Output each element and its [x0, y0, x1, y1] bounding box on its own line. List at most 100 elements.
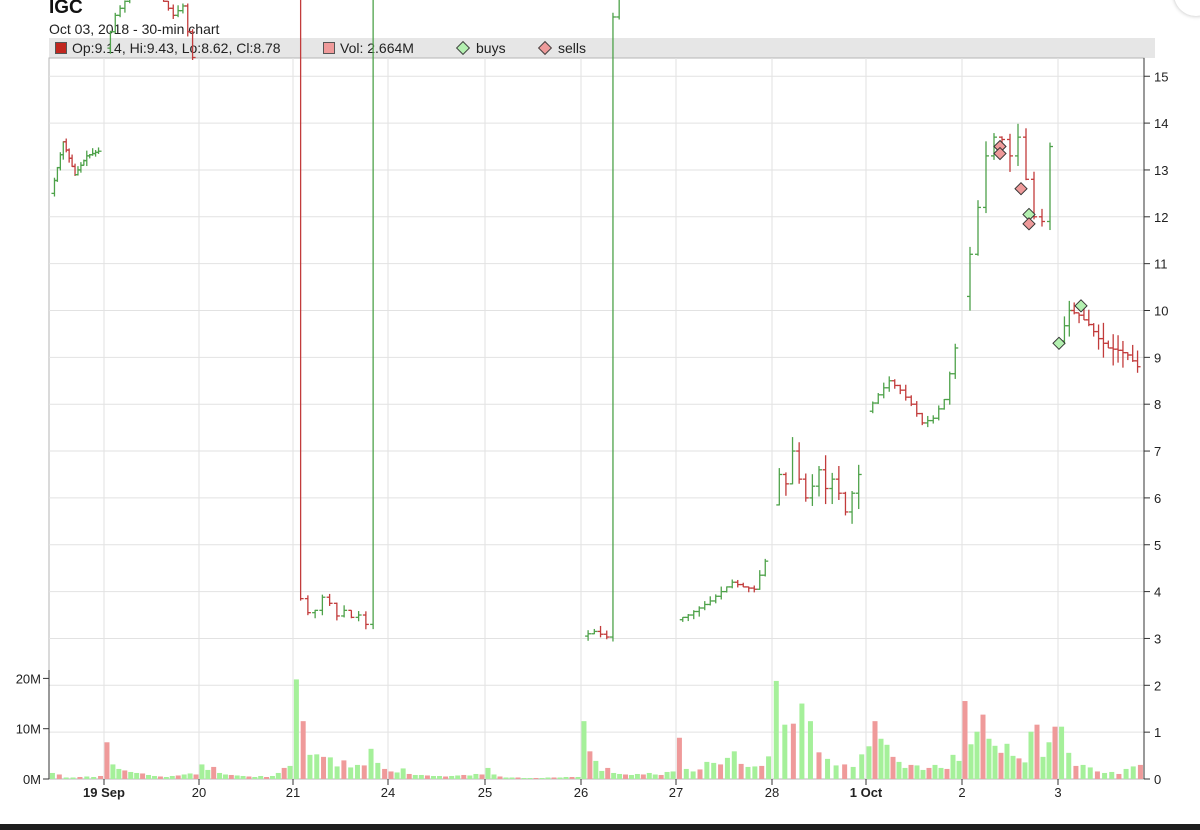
volume-bar — [424, 775, 430, 779]
volume-bar — [956, 760, 962, 779]
x-tick-label: 28 — [765, 785, 779, 800]
volume-bar — [157, 776, 163, 779]
volume-bar — [368, 748, 374, 779]
legend-ohlc-label: Op:9.14, Hi:9.43, Lo:8.62, Cl:8.78 — [72, 40, 281, 56]
volume-bar — [222, 774, 228, 779]
volume-bar — [617, 773, 623, 779]
volume-bar — [473, 773, 479, 779]
volume-bar — [773, 680, 779, 779]
volume-bar — [569, 776, 575, 779]
chart-subtitle: Oct 03, 2018 - 30-min chart — [49, 21, 220, 37]
volume-bar — [724, 757, 730, 779]
volume-bar — [866, 746, 872, 779]
volume-bar — [599, 770, 605, 779]
volume-bar — [581, 721, 587, 779]
volume-bar — [110, 764, 116, 779]
volume-bar — [287, 765, 293, 779]
volume-bar — [816, 752, 822, 779]
volume-swatch-icon — [323, 42, 335, 54]
volume-bar — [539, 777, 545, 779]
plot-frame — [48, 57, 1145, 780]
volume-bar — [134, 772, 140, 779]
volume-bar — [1010, 755, 1016, 779]
volume-bar — [406, 773, 412, 779]
volume-bar — [628, 774, 634, 779]
volume-bar — [683, 768, 689, 779]
volume-bar — [49, 772, 55, 779]
volume-bar — [759, 765, 765, 779]
volume-bar — [998, 752, 1004, 779]
legend-sells: sells — [537, 40, 586, 56]
ohlc-swatch-icon — [55, 42, 67, 54]
volume-bar — [503, 777, 509, 779]
price-tick-label: 14 — [1154, 116, 1168, 131]
volume-bar — [825, 758, 831, 779]
price-tick-label: 0 — [1154, 772, 1161, 787]
legend-ohlc: Op:9.14, Hi:9.43, Lo:8.62, Cl:8.78 — [55, 40, 281, 56]
volume-bar — [84, 776, 90, 779]
legend-buys: buys — [455, 40, 506, 56]
volume-bar — [327, 757, 333, 779]
volume-bar — [228, 774, 234, 779]
volume-bar — [264, 776, 270, 779]
volume-bar — [354, 764, 360, 779]
volume-bar — [731, 751, 737, 779]
volume-bar — [704, 761, 710, 779]
volume-bar — [400, 768, 406, 779]
volume-bar — [1059, 726, 1065, 779]
volume-bar — [557, 777, 563, 779]
volume-bar — [388, 771, 394, 779]
volume-bar — [545, 777, 551, 779]
volume-bar — [382, 768, 388, 779]
volume-bar — [70, 777, 76, 779]
volume-bar — [281, 767, 287, 779]
price-tick-label: 8 — [1154, 397, 1161, 412]
volume-bar — [430, 775, 436, 779]
volume-bar — [146, 774, 152, 779]
volume-bar — [807, 721, 813, 779]
volume-bar — [1087, 767, 1093, 779]
volume-bar — [896, 761, 902, 779]
price-tick-label: 13 — [1154, 163, 1168, 178]
volume-bar — [932, 764, 938, 779]
volume-bar — [521, 777, 527, 779]
volume-bar — [455, 775, 461, 779]
x-tick-label: 2 — [958, 785, 965, 800]
volume-bar — [412, 774, 418, 779]
legend-volume: Vol: 2.664M — [323, 40, 414, 56]
volume-bar — [623, 774, 629, 779]
x-tick-label: 3 — [1054, 785, 1061, 800]
volume-bar — [175, 775, 181, 779]
volume-bar — [711, 762, 717, 779]
legend-bar: Op:9.14, Hi:9.43, Lo:8.62, Cl:8.78 Vol: … — [49, 38, 1155, 58]
volume-bar — [640, 774, 646, 779]
volume-bar — [122, 770, 128, 779]
volume-bar — [745, 766, 751, 779]
volume-bar — [63, 777, 69, 779]
volume-bar — [962, 701, 968, 779]
volume-bar — [1028, 731, 1034, 779]
volume-bar — [163, 776, 169, 779]
legend-volume-label: Vol: 2.664M — [340, 40, 414, 56]
volume-bar — [361, 765, 367, 779]
volume-bar — [974, 731, 980, 779]
price-tick-label: 5 — [1154, 538, 1161, 553]
x-tick-label: 27 — [669, 785, 683, 800]
price-tick-label: 2 — [1154, 678, 1161, 693]
chart-title: IGC — [49, 0, 83, 18]
volume-bar — [348, 767, 354, 779]
volume-tick-label: 10M — [16, 722, 41, 737]
volume-bar — [697, 769, 703, 779]
volume-bar — [872, 721, 878, 779]
volume-bar — [1066, 752, 1072, 779]
volume-bar — [515, 777, 521, 779]
legend-sells-label: sells — [558, 40, 587, 56]
volume-bar — [1130, 766, 1136, 779]
volume-bar — [140, 773, 146, 779]
volume-bar — [1052, 726, 1058, 779]
volume-bar — [605, 767, 611, 779]
volume-bar — [252, 776, 258, 779]
volume-bar — [91, 776, 97, 779]
volume-bar — [799, 703, 805, 779]
volume-bar — [859, 754, 865, 779]
